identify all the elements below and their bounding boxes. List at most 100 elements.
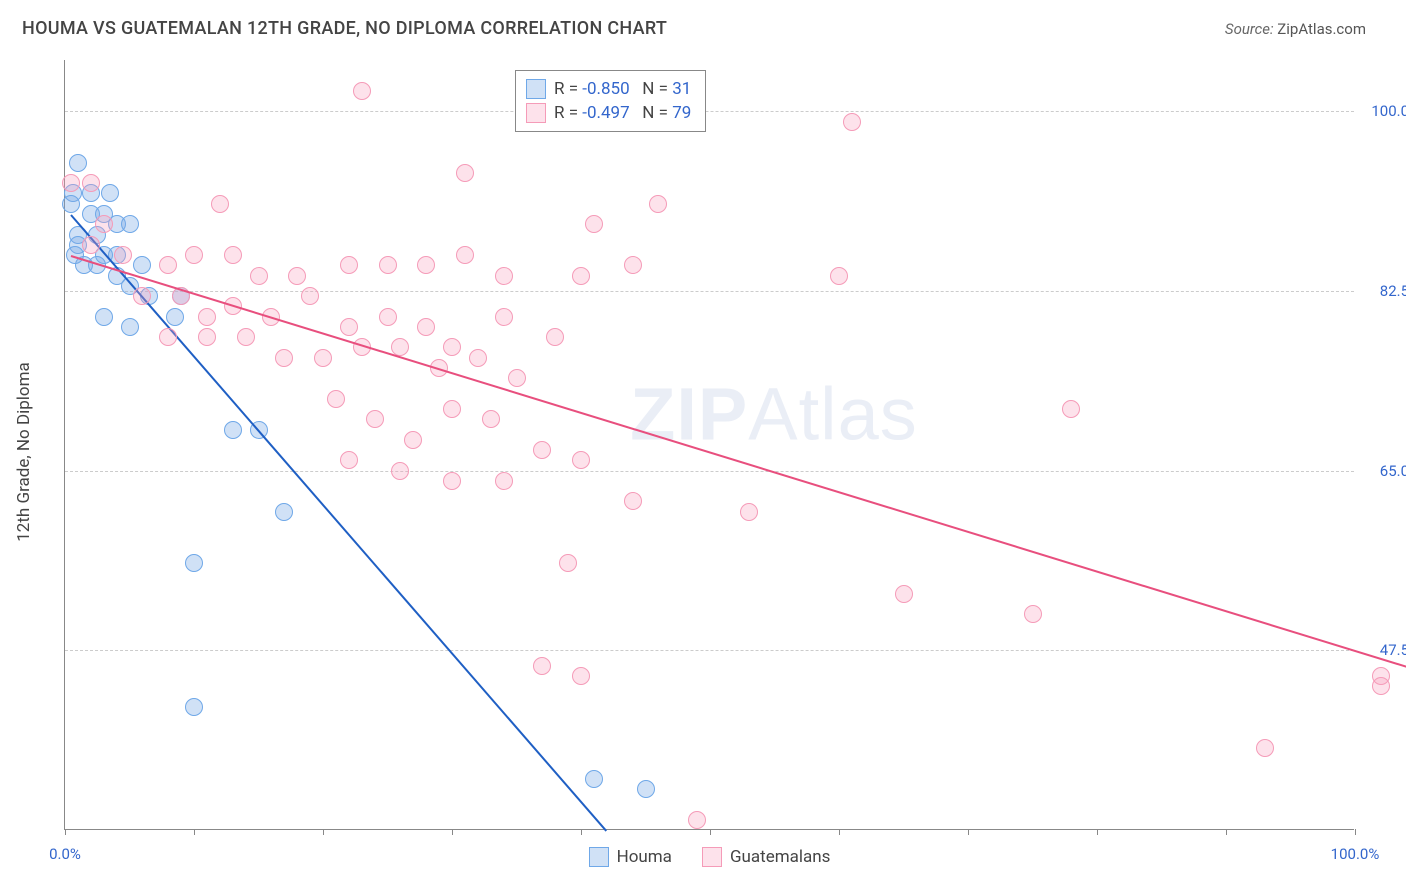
scatter-point [624,492,642,510]
y-axis-label: 12th Grade, No Diploma [14,362,34,542]
scatter-point [1062,400,1080,418]
scatter-point [237,328,255,346]
x-tick [710,829,711,835]
y-tick-label: 82.5% [1360,282,1406,300]
scatter-point [379,308,397,326]
scatter-point [830,267,848,285]
scatter-point [469,349,487,367]
grid-line [65,111,1354,112]
scatter-point [649,195,667,213]
legend-label: Guatemalans [730,847,830,867]
legend-row: R = -0.497 N = 79 [526,101,691,125]
scatter-point [495,472,513,490]
x-tick [839,829,840,835]
scatter-point [1024,605,1042,623]
legend-label: Houma [617,847,672,867]
series-legend: Houma Guatemalans [65,847,1354,867]
scatter-point [404,431,422,449]
scatter-point [637,780,655,798]
correlation-legend: R = -0.850 N = 31 R = -0.497 N = 79 [515,70,706,132]
x-tick [452,829,453,835]
plot-area: ZIPAtlas 47.5%65.0%82.5%100.0%0.0%100.0%… [64,60,1354,830]
y-tick-label: 47.5% [1360,641,1406,659]
series-legend-item: Houma [589,847,672,867]
scatter-point [66,246,84,264]
scatter-point [62,174,80,192]
scatter-point [82,174,100,192]
grid-line [65,471,1354,472]
scatter-point [275,349,293,367]
scatter-point [211,195,229,213]
scatter-point [133,256,151,274]
scatter-point [250,267,268,285]
scatter-point [417,318,435,336]
scatter-point [224,246,242,264]
scatter-point [185,698,203,716]
scatter-point [740,503,758,521]
scatter-point [198,308,216,326]
scatter-point [443,338,461,356]
grid-line [65,291,1354,292]
x-tick [65,829,66,835]
scatter-point [159,328,177,346]
scatter-point [62,195,80,213]
x-tick [968,829,969,835]
scatter-point [895,585,913,603]
legend-swatch [526,103,546,123]
x-tick [1226,829,1227,835]
scatter-point [843,113,861,131]
scatter-point [572,451,590,469]
scatter-point [340,256,358,274]
scatter-point [495,267,513,285]
scatter-point [133,287,151,305]
scatter-point [585,215,603,233]
scatter-point [456,164,474,182]
scatter-point [288,267,306,285]
scatter-point [443,472,461,490]
scatter-point [366,410,384,428]
scatter-point [166,308,184,326]
scatter-point [508,369,526,387]
scatter-point [443,400,461,418]
scatter-point [301,287,319,305]
x-tick [194,829,195,835]
legend-text: R = -0.850 N = 31 [554,79,691,99]
scatter-point [275,503,293,521]
scatter-point [69,154,87,172]
scatter-point [546,328,564,346]
scatter-point [340,451,358,469]
scatter-point [121,318,139,336]
scatter-point [572,667,590,685]
scatter-point [82,236,100,254]
scatter-point [114,246,132,264]
scatter-point [101,184,119,202]
scatter-point [495,308,513,326]
scatter-point [482,410,500,428]
scatter-point [585,770,603,788]
legend-swatch [526,79,546,99]
scatter-point [340,318,358,336]
scatter-point [185,554,203,572]
scatter-point [353,82,371,100]
scatter-point [159,256,177,274]
scatter-point [456,246,474,264]
scatter-point [185,246,203,264]
legend-text: R = -0.497 N = 79 [554,103,691,123]
scatter-point [391,462,409,480]
scatter-point [533,441,551,459]
trend-line [71,214,608,831]
x-tick [323,829,324,835]
scatter-point [624,256,642,274]
scatter-point [327,390,345,408]
header: HOUMA VS GUATEMALAN 12TH GRADE, NO DIPLO… [0,0,1406,49]
scatter-point [1256,739,1274,757]
scatter-point [572,267,590,285]
source-site: ZipAtlas.com [1277,20,1366,38]
legend-swatch [702,847,722,867]
chart-title: HOUMA VS GUATEMALAN 12TH GRADE, NO DIPLO… [22,18,667,39]
scatter-point [688,811,706,829]
scatter-point [417,256,435,274]
scatter-point [95,215,113,233]
trend-line [71,255,1406,668]
legend-row: R = -0.850 N = 31 [526,77,691,101]
